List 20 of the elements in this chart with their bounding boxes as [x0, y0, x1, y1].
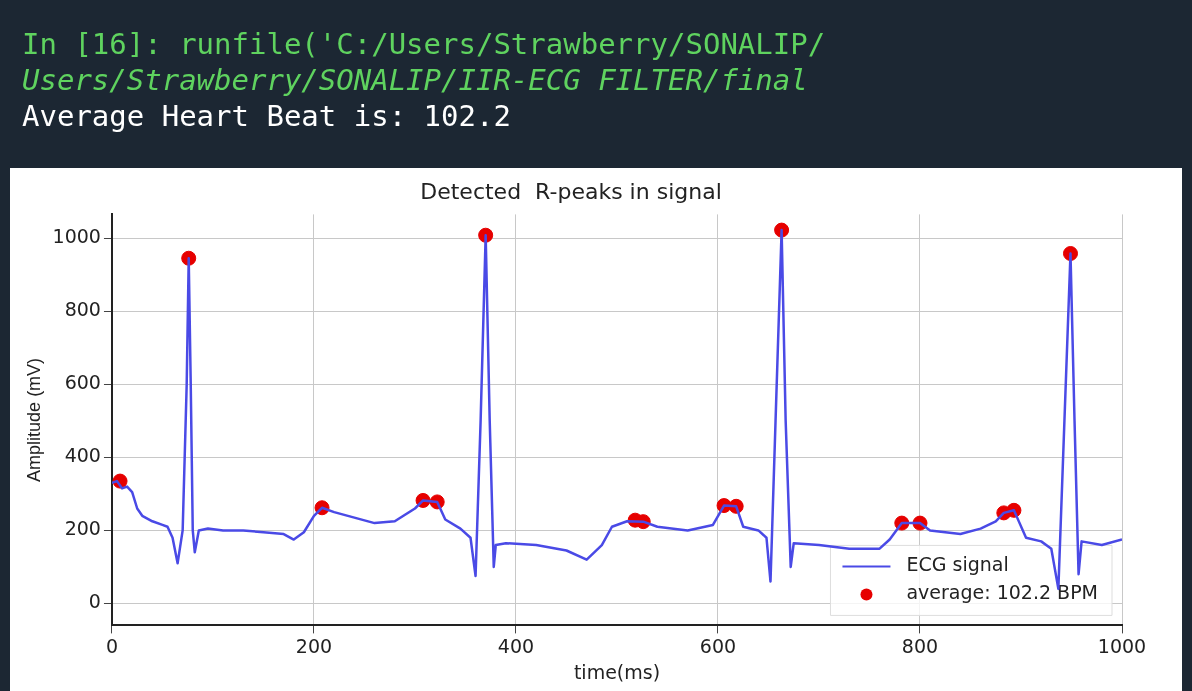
- x-tick-label: 800: [901, 634, 939, 657]
- y-tick-label: 0: [88, 590, 101, 613]
- y-tick-label: 1000: [52, 225, 101, 248]
- x-tick-label: 1000: [1097, 634, 1147, 657]
- text: Users/Strawberry/SONALIP/IIR-ECG FILTER/final: [22, 62, 809, 98]
- x-tick-label: 0: [105, 634, 118, 657]
- x-axis-title: time(ms): [573, 660, 661, 683]
- text: Average Heart Beat is: 102.2: [22, 98, 512, 134]
- legend-label: ECG signal: [906, 553, 1009, 576]
- y-tick-label: 600: [64, 371, 101, 394]
- y-tick-label: 800: [64, 298, 101, 321]
- y-axis-title: Amplitude (mV): [23, 357, 44, 482]
- x-tick-label: 600: [699, 634, 737, 657]
- chart-title: Detected R-peaks in signal: [420, 178, 722, 204]
- x-tick-label: 200: [295, 634, 333, 657]
- y-tick-label: 200: [64, 517, 101, 540]
- text: In [16]: runfile('C:/Users/Strawberry/SONALIP/: [22, 26, 826, 62]
- x-tick-label: 400: [497, 634, 535, 657]
- y-tick-label: 400: [64, 444, 101, 467]
- legend-label: average: 102.2 BPM: [906, 581, 1099, 604]
